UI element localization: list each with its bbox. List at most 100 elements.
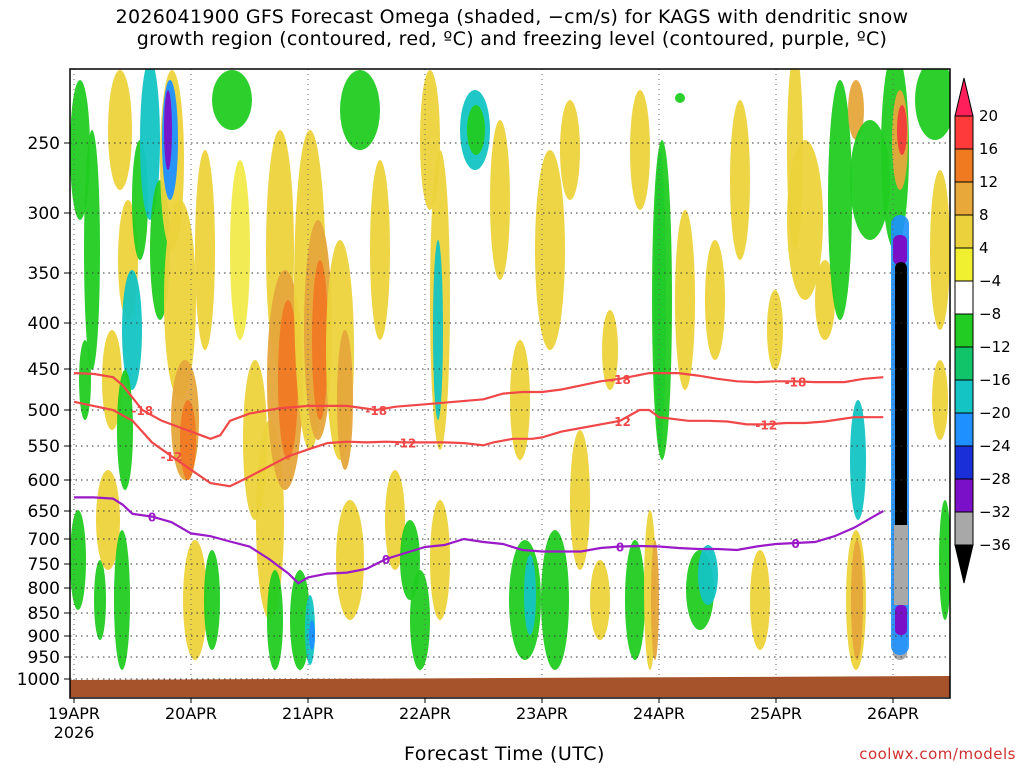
omega-cell [651,540,659,660]
colorbar-label: 12 [979,173,998,191]
omega-cell [108,70,132,190]
omega-cell [939,500,950,620]
temperature-contours: -18 -18 -18 -18 -12 -12 -12 -12 0 0 0 0 [73,372,884,585]
omega-cell [195,150,215,350]
colorbar-segment [954,247,974,282]
contour-label: -12 [161,450,183,464]
omega-cell [370,160,390,340]
colorbar-segment [954,148,974,183]
colorbar-top-arrow [954,77,974,117]
omega-cell [750,550,770,650]
omega-cell [630,90,650,210]
colorbar-segment [954,379,974,414]
omega-cell [79,340,91,420]
omega-cell [430,500,450,620]
contour-label: 0 [791,537,799,551]
colorbar-bottom-arrow [954,544,974,584]
chart-title-line1: 2026041900 GFS Forecast Omega (shaded, −… [115,6,909,28]
y-tick-label: 450 [28,360,60,380]
omega-cell [915,69,950,140]
contour-label: -18 [609,373,631,387]
colorbar-label: −8 [979,305,1001,323]
omega-cell [490,120,510,280]
x-tick-label: 21APR [282,704,334,723]
y-tick-label: 900 [28,627,60,647]
contour-label: -18 [785,375,807,389]
contour-label: 0 [148,511,156,525]
x-tick-label: 26APR [867,704,919,723]
omega-cell [535,150,565,350]
y-tick-label: 550 [28,437,60,457]
omega-strong-column-top [893,235,907,265]
omega-cell [385,470,405,570]
omega-cell [164,90,172,170]
omega-cell [705,240,725,360]
contour-label: -18 [365,404,387,418]
omega-cell [590,560,610,640]
colorbar-segment [954,478,974,513]
omega-cell [164,200,196,400]
colorbar-label: −36 [979,536,1011,554]
omega-cell [652,140,672,460]
plot-frame [69,68,951,699]
colorbar-segment [954,445,974,480]
omega-cell [675,93,685,103]
omega-cell [84,130,100,370]
omega-cell [625,540,645,660]
omega-cell [290,570,310,670]
y-tick-label: 950 [28,648,60,668]
contour-label: 0 [616,541,624,555]
contour-label: -12 [609,415,631,429]
omega-cell [117,370,133,490]
ground [70,676,950,697]
omega-cell [851,540,863,660]
y-tick-label: 650 [28,502,60,522]
omega-cell [70,80,90,220]
omega-strong-column-core [895,262,907,532]
colorbar-label: −20 [979,404,1011,422]
colorbar-segment [954,214,974,249]
omega-cell [183,540,207,660]
plot-border [69,68,951,699]
omega-cell [180,400,196,480]
omega-cell [541,530,569,670]
omega-cell [570,430,590,570]
omega-cell [848,80,864,140]
omega-cell [230,160,250,340]
colorbar: 20 16 12 8 4 −4 −8 −12 −16 −20 −24 −28 −32 −36 [954,77,1011,584]
omega-cell [312,260,328,420]
colorbar-segment [954,346,974,381]
x-tick-label: 19APR [48,704,100,723]
colorbar-label: 16 [979,140,998,158]
colorbar-label: −32 [979,503,1011,521]
colorbar-segment [954,511,974,546]
omega-cell [309,620,315,650]
y-tick-label: 350 [28,264,60,284]
omega-cell [94,560,106,640]
colorbar-label: −24 [979,437,1011,455]
omega-cell [278,300,298,460]
y-tick-label: 800 [28,579,60,599]
colorbar-label: −4 [979,272,1001,290]
colorbar-segment [954,313,974,348]
x-tick-label: 23APR [516,704,568,723]
omega-cell [815,260,835,340]
x-tick-label: 20APR [165,704,217,723]
omega-cell [267,570,283,670]
omega-cell [410,570,430,670]
y-tick-label: 250 [28,134,60,154]
omega-cell [932,360,948,440]
contour-label: 0 [382,553,390,567]
omega-cell [698,545,718,605]
colorbar-segment [954,115,974,150]
omega-shading [70,69,950,670]
colorbar-segment [954,280,974,315]
contour-label: -12 [755,418,777,432]
colorbar-label: 4 [979,239,989,257]
y-tick-label: 300 [28,204,60,224]
omega-cell [510,340,530,460]
omega-strong-column-lower [894,525,908,605]
omega-cell [602,310,618,390]
ground-band [70,676,950,697]
